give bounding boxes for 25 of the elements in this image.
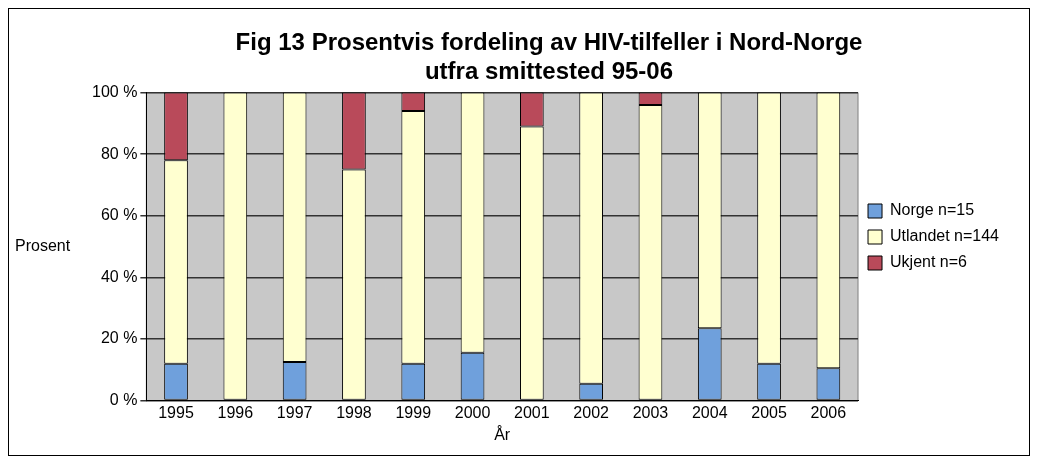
- x-tick-label: 2006: [810, 403, 847, 421]
- x-tick-label: 1996: [217, 403, 254, 421]
- y-tick-label: 60 %: [100, 206, 138, 224]
- legend-label: Ukjent n=6: [890, 253, 968, 271]
- x-tick-label: 1997: [276, 403, 313, 421]
- x-tick-label: 2000: [454, 403, 491, 421]
- x-tick-label: 1995: [158, 403, 194, 421]
- x-tick-label: 2004: [691, 403, 728, 421]
- x-tick-label: 1999: [395, 403, 432, 421]
- x-tick-label: 2003: [632, 403, 669, 421]
- legend-label: Norge n=15: [890, 201, 975, 219]
- y-tick-label: 80 %: [100, 144, 138, 162]
- y-axis-title: Prosent: [15, 237, 71, 255]
- text: Fig 13 Prosentvis fordeling av HIV-tilfeller i Nord-Norge: [235, 28, 863, 56]
- legend-label: Utlandet n=144: [890, 227, 1000, 245]
- x-tick-label: 2001: [514, 403, 550, 421]
- y-tick-label: 20 %: [100, 329, 138, 347]
- x-tick-label: 2005: [751, 403, 787, 421]
- x-tick-label: 1998: [336, 403, 372, 421]
- x-tick-label: 2002: [573, 403, 610, 421]
- x-axis-title: År: [494, 424, 511, 443]
- y-tick-label: 0 %: [109, 391, 138, 409]
- text: utfra smittested 95-06: [424, 56, 674, 84]
- y-tick-label: 100 %: [91, 83, 138, 101]
- y-tick-label: 40 %: [100, 267, 138, 285]
